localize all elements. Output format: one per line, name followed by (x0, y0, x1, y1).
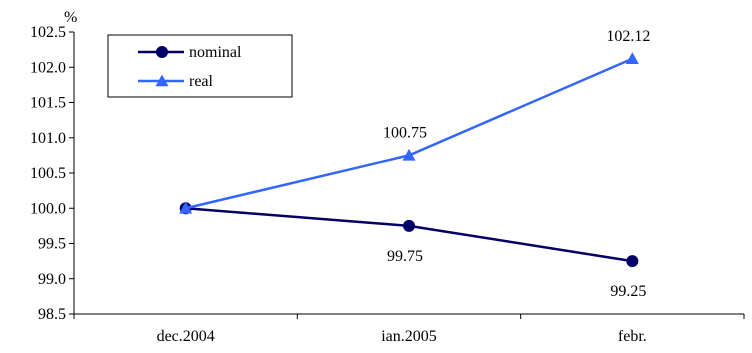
legend-label-real: real (189, 73, 214, 90)
y-tick-label: 101.0 (30, 130, 66, 147)
data-label-nominal: 99.75 (387, 248, 423, 265)
x-tick-label: febr. (618, 328, 647, 345)
y-tick-label: 100.0 (30, 200, 66, 217)
legend-label-nominal: nominal (189, 44, 242, 61)
point-nominal (626, 255, 639, 268)
point-real (625, 52, 639, 64)
data-label-real: 100.75 (383, 124, 427, 141)
point-nominal (403, 219, 415, 232)
legend-box (107, 34, 293, 98)
legend: nominal real (107, 34, 293, 98)
x-tick-label: ian.2005 (381, 328, 437, 345)
legend-swatch-marker (156, 46, 168, 58)
y-tick-label: 99.0 (38, 271, 66, 288)
unit-label: % (64, 9, 77, 26)
data-label-nominal: 99.25 (610, 283, 646, 300)
y-tick-label: 101.5 (30, 95, 66, 112)
data-labels-layer: 99.75 99.25 100.75 102.12 (383, 28, 650, 300)
point-real (402, 148, 416, 161)
y-axis: 98.5 99.0 99.5 100.0 100.5 101.0 101.5 102.0 102… (30, 24, 75, 323)
y-tick-label: 99.5 (38, 236, 66, 253)
x-tick-label: dec.2004 (157, 328, 215, 345)
y-tick-label: 100.5 (30, 165, 66, 182)
x-axis: dec.2004 ian.2005 febr. (73, 313, 745, 345)
legend-swatch-marker (155, 74, 169, 87)
data-label-real: 102.12 (606, 28, 650, 45)
y-tick-label: 102.0 (30, 59, 66, 76)
series-layer (179, 52, 639, 268)
y-tick-label: 98.5 (38, 306, 66, 323)
y-tick-label: 102.5 (30, 24, 66, 41)
point-real (179, 201, 193, 214)
